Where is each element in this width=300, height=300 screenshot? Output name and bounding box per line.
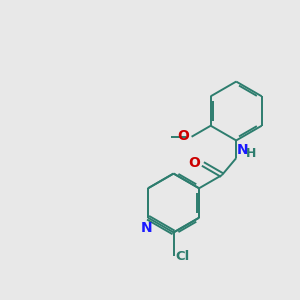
Text: N: N <box>141 221 152 235</box>
Text: O: O <box>189 155 200 170</box>
Text: H: H <box>246 147 256 160</box>
Text: O: O <box>177 129 189 143</box>
Text: Cl: Cl <box>175 250 189 262</box>
Text: N: N <box>237 142 248 157</box>
